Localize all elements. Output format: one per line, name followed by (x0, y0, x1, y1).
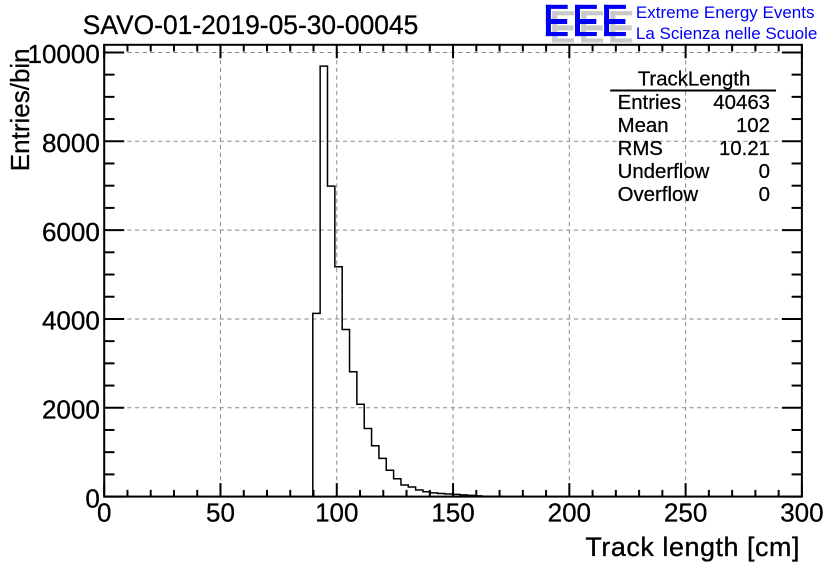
svg-text:6000: 6000 (42, 217, 100, 247)
svg-text:2000: 2000 (42, 395, 100, 425)
svg-text:Extreme Energy Events: Extreme Energy Events (636, 3, 815, 22)
svg-text:RMS: RMS (618, 138, 663, 160)
svg-text:8000: 8000 (42, 128, 100, 158)
svg-text:102: 102 (736, 115, 770, 137)
svg-text:4000: 4000 (42, 306, 100, 336)
svg-text:0: 0 (97, 498, 111, 528)
svg-text:0: 0 (759, 161, 770, 183)
svg-text:Underflow: Underflow (618, 161, 710, 183)
svg-text:0: 0 (759, 184, 770, 206)
svg-text:TrackLength: TrackLength (638, 68, 751, 90)
svg-text:SAVO-01-2019-05-30-00045: SAVO-01-2019-05-30-00045 (83, 10, 418, 40)
svg-text:Entries: Entries (618, 92, 681, 114)
svg-text:Overflow: Overflow (618, 184, 699, 206)
svg-text:0: 0 (85, 483, 99, 513)
svg-text:Mean: Mean (618, 115, 669, 137)
svg-text:100: 100 (315, 498, 358, 528)
svg-text:Track length [cm]: Track length [cm] (585, 532, 800, 562)
svg-text:150: 150 (431, 498, 474, 528)
svg-text:10.21: 10.21 (719, 138, 770, 160)
svg-text:250: 250 (664, 498, 707, 528)
svg-text:200: 200 (548, 498, 591, 528)
svg-text:40463: 40463 (713, 92, 770, 114)
svg-text:La Scienza nelle Scuole: La Scienza nelle Scuole (636, 24, 817, 43)
svg-text:50: 50 (206, 498, 235, 528)
svg-text:300: 300 (780, 498, 823, 528)
svg-text:10000: 10000 (27, 39, 99, 69)
svg-text:Entries/bin: Entries/bin (5, 48, 35, 171)
